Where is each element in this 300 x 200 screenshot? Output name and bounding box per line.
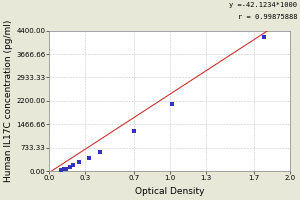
Point <box>170 102 175 106</box>
Point <box>71 163 76 166</box>
Point <box>68 165 72 169</box>
Point <box>59 169 64 172</box>
Text: y =-42.1234*1000: y =-42.1234*1000 <box>229 2 297 8</box>
Point <box>131 130 136 133</box>
Point <box>61 168 66 171</box>
X-axis label: Optical Density: Optical Density <box>135 187 205 196</box>
Point <box>77 161 82 164</box>
Text: r = 0.99875888: r = 0.99875888 <box>238 14 297 20</box>
Y-axis label: Human IL17C concentration (pg/ml): Human IL17C concentration (pg/ml) <box>4 20 13 182</box>
Point <box>98 151 102 154</box>
Point <box>261 35 266 39</box>
Point <box>64 167 69 170</box>
Point <box>87 156 92 159</box>
